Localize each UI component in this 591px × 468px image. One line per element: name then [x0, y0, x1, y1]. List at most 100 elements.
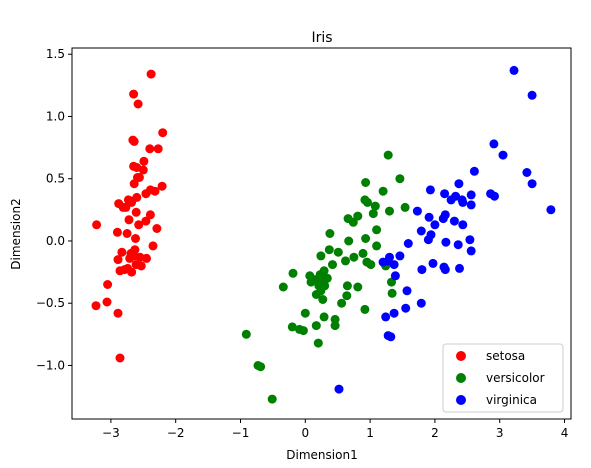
point-versicolor-43 [311, 290, 321, 299]
point-setosa-41 [125, 253, 135, 263]
point-virginica-8 [425, 185, 435, 195]
point-versicolor-6 [370, 201, 380, 211]
point-setosa-42 [113, 255, 123, 265]
point-versicolor-2 [395, 174, 405, 184]
point-setosa-26 [131, 207, 141, 217]
point-setosa-48 [127, 267, 137, 277]
point-setosa-53 [91, 301, 101, 311]
point-setosa-35 [148, 241, 158, 251]
point-setosa-28 [141, 216, 151, 226]
point-setosa-2 [133, 99, 143, 109]
point-setosa-34 [131, 234, 140, 243]
point-setosa-13 [134, 173, 144, 182]
point-versicolor-9 [368, 209, 378, 219]
point-virginica-43 [417, 265, 427, 275]
point-versicolor-47 [337, 298, 347, 308]
legend-marker-virginica [456, 395, 466, 405]
point-setosa-25 [121, 202, 131, 212]
x-tick-label: −1 [232, 426, 250, 440]
point-virginica-18 [546, 205, 556, 215]
point-virginica-16 [466, 190, 476, 200]
point-setosa-45 [131, 260, 141, 270]
point-virginica-26 [416, 226, 426, 236]
point-virginica-15 [457, 195, 467, 205]
point-versicolor-35 [306, 277, 316, 287]
point-versicolor-61 [267, 394, 277, 404]
point-setosa-50 [92, 220, 102, 230]
point-virginica-24 [430, 220, 440, 230]
point-virginica-33 [466, 246, 476, 256]
point-virginica-42 [440, 265, 450, 275]
point-versicolor-1 [361, 178, 371, 187]
point-virginica-30 [441, 237, 451, 247]
point-setosa-51 [103, 280, 113, 289]
point-versicolor-56 [298, 326, 308, 336]
point-versicolor-27 [328, 260, 337, 270]
x-axis-label: Dimension1 [286, 448, 357, 462]
point-virginica-47 [401, 303, 411, 313]
point-versicolor-12 [343, 214, 353, 224]
point-versicolor-15 [361, 234, 371, 243]
point-virginica-21 [424, 212, 434, 222]
point-setosa-3 [158, 128, 168, 138]
point-versicolor-13 [372, 225, 382, 235]
point-virginica-22 [438, 214, 448, 224]
point-virginica-28 [423, 235, 433, 245]
point-versicolor-23 [341, 256, 350, 266]
point-versicolor-10 [353, 211, 363, 221]
plot-frame [71, 47, 572, 420]
point-versicolor-31 [288, 268, 298, 278]
point-virginica-9 [440, 189, 450, 199]
legend-box [442, 343, 564, 413]
x-tick-label: 2 [431, 426, 439, 440]
point-versicolor-39 [353, 282, 363, 292]
point-versicolor-16 [344, 236, 354, 246]
point-virginica-19 [412, 206, 422, 216]
legend-label-setosa: setosa [486, 349, 525, 363]
point-versicolor-7 [400, 202, 410, 212]
point-versicolor-60 [256, 362, 266, 372]
point-virginica-2 [489, 139, 499, 149]
point-versicolor-45 [342, 291, 352, 301]
point-virginica-5 [522, 168, 532, 177]
point-virginica-52 [334, 384, 344, 394]
point-virginica-39 [428, 258, 438, 268]
point-versicolor-17 [372, 241, 382, 251]
point-versicolor-22 [349, 252, 359, 262]
data-points [91, 65, 556, 404]
point-versicolor-48 [360, 304, 370, 314]
point-setosa-54 [113, 308, 123, 318]
point-versicolor-20 [316, 251, 326, 261]
point-setosa-0 [146, 69, 156, 79]
point-virginica-34 [395, 251, 405, 261]
point-versicolor-40 [278, 282, 288, 292]
point-setosa-31 [152, 224, 162, 233]
y-axis-ticks: −1.0 −0.5 0.0 0.5 1.0 1.5 [36, 47, 72, 372]
point-virginica-23 [449, 216, 459, 226]
point-setosa-32 [112, 227, 122, 237]
point-setosa-1 [129, 89, 139, 99]
point-versicolor-21 [358, 248, 368, 258]
point-virginica-3 [498, 150, 508, 160]
point-versicolor-44 [387, 288, 397, 298]
point-versicolor-51 [330, 314, 340, 324]
legend-label-virginica: virginica [486, 393, 537, 407]
point-virginica-48 [389, 308, 399, 318]
point-setosa-52 [102, 297, 112, 307]
point-setosa-16 [150, 186, 160, 196]
point-virginica-32 [403, 239, 413, 248]
point-virginica-41 [455, 263, 464, 273]
point-virginica-51 [386, 332, 396, 342]
point-versicolor-25 [366, 260, 376, 270]
y-tick-label: 1.5 [46, 47, 65, 61]
point-setosa-37 [117, 247, 127, 257]
point-virginica-37 [378, 257, 388, 267]
legend-marker-setosa [456, 351, 466, 361]
point-virginica-14 [466, 200, 476, 210]
point-virginica-17 [490, 191, 499, 201]
point-virginica-6 [527, 179, 537, 189]
legend-label-versicolor: versicolor [486, 371, 545, 385]
y-tick-label: 0.5 [46, 172, 65, 186]
x-axis-ticks: −3 −2 −1 0 1 2 3 4 [102, 419, 568, 440]
